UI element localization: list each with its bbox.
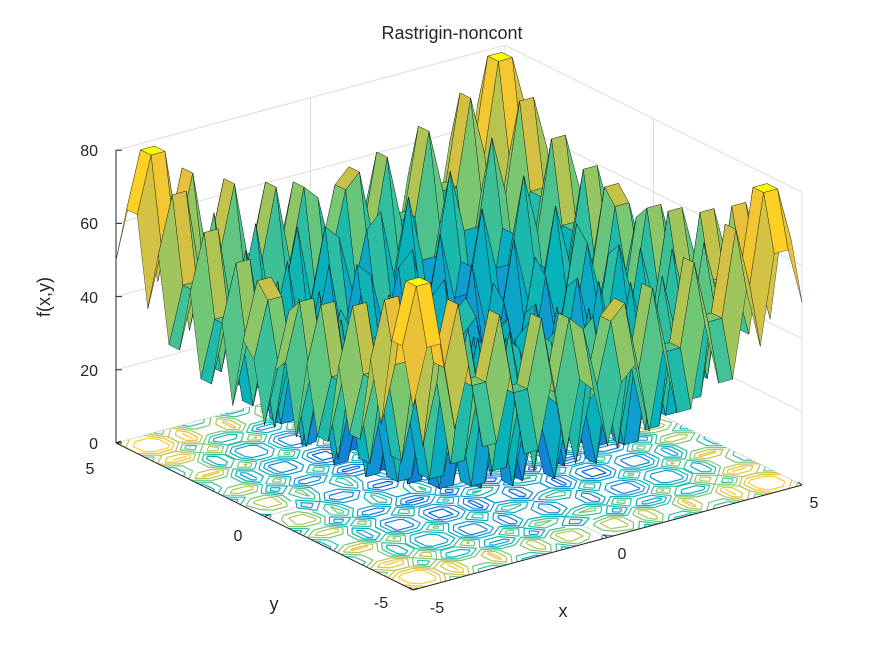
x-tick (408, 586, 414, 591)
x-tick-label: 5 (810, 495, 819, 512)
y-tick (115, 440, 122, 444)
z-tick-label: 80 (80, 143, 98, 160)
z-axis-label: f(x,y) (34, 277, 54, 317)
x-tick (797, 481, 803, 486)
x-tick-label: -5 (430, 600, 444, 617)
y-tick (264, 514, 270, 517)
x-axis-label: x (559, 601, 568, 621)
y-tick-label: -5 (374, 595, 388, 612)
z-tick-label: 60 (80, 216, 98, 233)
surface-mesh (115, 52, 803, 490)
y-tick-label: 0 (234, 528, 243, 545)
x-tick-label: 0 (618, 546, 627, 563)
axes-lines (115, 149, 803, 591)
chart-title: Rastrigin-noncont (381, 23, 522, 43)
y-tick-label: 5 (86, 461, 95, 478)
y-tick (412, 587, 419, 591)
surface-face (402, 286, 428, 408)
x-tick (603, 534, 608, 538)
z-tick-label: 0 (89, 436, 98, 453)
y-axis-label: y (270, 594, 279, 614)
z-tick-label: 20 (80, 363, 98, 380)
z-tick-label: 40 (80, 290, 98, 307)
